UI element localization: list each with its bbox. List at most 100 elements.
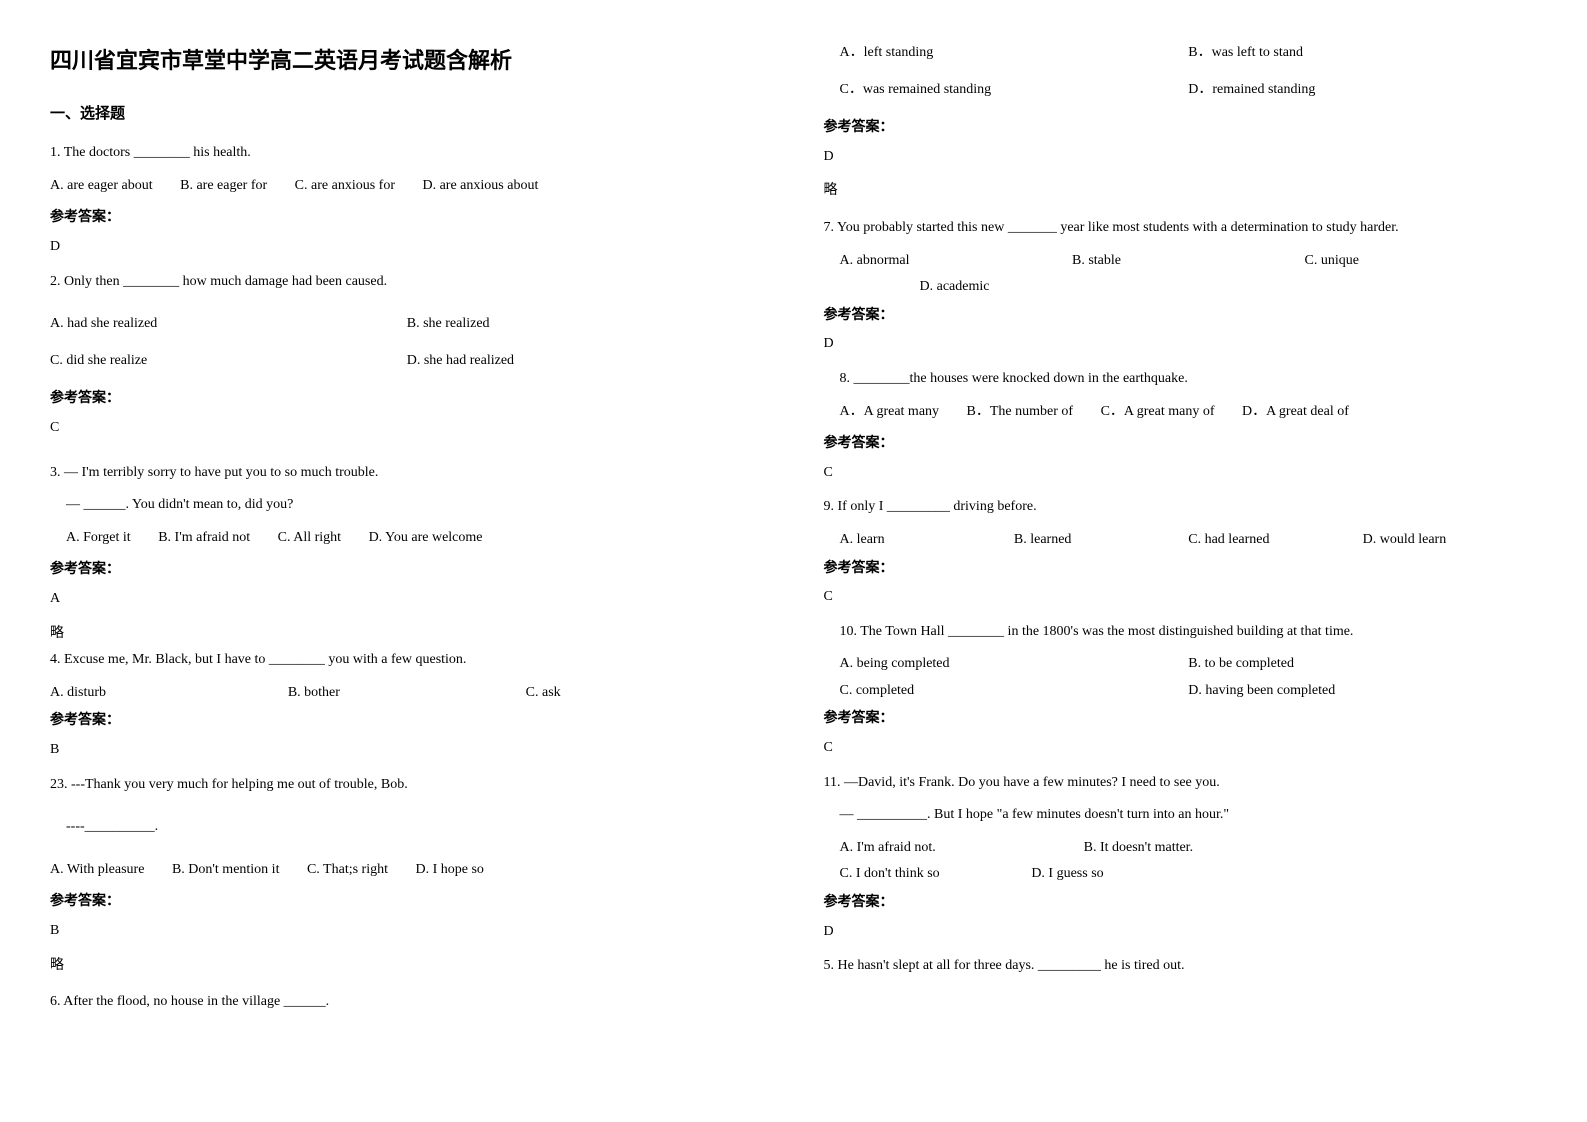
q3-answer-label: 参考答案： <box>50 557 764 584</box>
q23-omit: 略 <box>50 953 764 980</box>
q6-optD: D．remained standing <box>1188 77 1537 104</box>
q8-optA: A．A great many <box>840 404 940 419</box>
q23-optB: B. Don't mention it <box>172 862 280 877</box>
q2-optC: C. did she realize <box>50 348 407 375</box>
q6-options-row1: A．left standing B．was left to stand <box>824 40 1538 67</box>
q10-optA: A. being completed <box>840 651 1189 678</box>
q3-optC: C. All right <box>278 530 341 545</box>
q9-options: A. learn B. learned C. had learned D. wo… <box>824 527 1538 554</box>
q6-optC: C．was remained standing <box>840 77 1189 104</box>
q11-optA: A. I'm afraid not. <box>840 835 1084 862</box>
q6-omit: 略 <box>824 178 1538 205</box>
q7-optA: A. abnormal <box>840 248 1073 275</box>
q11-answer: D <box>824 919 1538 946</box>
q10-options-row2: C. completed D. having been completed <box>824 678 1538 705</box>
q1-options: A. are eager about B. are eager for C. a… <box>50 173 764 200</box>
q7-optB: B. stable <box>1072 248 1305 275</box>
q1-answer: D <box>50 234 764 261</box>
q2-optB: B. she realized <box>407 311 764 338</box>
q6-optB: B．was left to stand <box>1188 40 1537 67</box>
q8-stem: 8. ________the houses were knocked down … <box>824 366 1538 393</box>
q7-optC: C. unique <box>1305 248 1538 275</box>
q9-optB: B. learned <box>1014 527 1188 554</box>
q10-options-row1: A. being completed B. to be completed <box>824 651 1538 678</box>
q3-optA: A. Forget it <box>66 530 131 545</box>
exam-title: 四川省宜宾市草堂中学高二英语月考试题含解析 <box>50 40 764 82</box>
q9-answer: C <box>824 584 1538 611</box>
q10-optC: C. completed <box>840 678 1189 705</box>
q8-answer: C <box>824 460 1538 487</box>
q3-stem1: 3. — I'm terribly sorry to have put you … <box>50 460 764 487</box>
q3-stem2: — ______. You didn't mean to, did you? <box>50 492 764 519</box>
q2-optA: A. had she realized <box>50 311 407 338</box>
q7-optD: D. academic <box>840 274 1538 301</box>
q6-answer: D <box>824 144 1538 171</box>
q1-optC: C. are anxious for <box>295 178 395 193</box>
q10-stem: 10. The Town Hall ________ in the 1800's… <box>824 619 1538 646</box>
q23-stem: 23. ---Thank you very much for helping m… <box>50 772 764 799</box>
q8-optD: D．A great deal of <box>1242 404 1349 419</box>
q10-optB: B. to be completed <box>1188 651 1537 678</box>
q23-optA: A. With pleasure <box>50 862 144 877</box>
q3-optB: B. I'm afraid not <box>158 530 250 545</box>
q11-stem2: — __________. But I hope "a few minutes … <box>824 802 1538 829</box>
q4-optC: C. ask <box>526 680 764 707</box>
q8-answer-label: 参考答案： <box>824 431 1538 458</box>
q2-answer: C <box>50 415 764 442</box>
q3-answer: A <box>50 586 764 613</box>
q9-optA: A. learn <box>840 527 1014 554</box>
q1-optB: B. are eager for <box>180 178 267 193</box>
q23-optC: C. That;s right <box>307 862 388 877</box>
q4-optA: A. disturb <box>50 680 288 707</box>
q7-options: A. abnormal B. stable C. unique D. acade… <box>824 248 1538 301</box>
q6-answer-label: 参考答案： <box>824 115 1538 142</box>
q11-optB: B. It doesn't matter. <box>1084 835 1328 862</box>
q1-answer-label: 参考答案： <box>50 205 764 232</box>
q10-optD: D. having been completed <box>1188 678 1537 705</box>
q23-options: A. With pleasure B. Don't mention it C. … <box>50 857 764 884</box>
q10-answer-label: 参考答案： <box>824 706 1538 733</box>
q2-options-row1: A. had she realized B. she realized <box>50 311 764 338</box>
q8-options: A．A great many B．The number of C．A great… <box>824 399 1538 426</box>
q11-optC: C. I don't think so <box>840 861 1032 888</box>
q4-answer: B <box>50 737 764 764</box>
q6-optA: A．left standing <box>840 40 1189 67</box>
q11-options: A. I'm afraid not. B. It doesn't matter.… <box>824 835 1538 888</box>
q7-answer: D <box>824 331 1538 358</box>
q2-stem: 2. Only then ________ how much damage ha… <box>50 269 764 296</box>
q9-answer-label: 参考答案： <box>824 556 1538 583</box>
q23-answer-label: 参考答案： <box>50 889 764 916</box>
q23-optD: D. I hope so <box>416 862 484 877</box>
q23-answer: B <box>50 918 764 945</box>
q1-optD: D. are anxious about <box>422 178 538 193</box>
right-column: A．left standing B．was left to stand C．wa… <box>824 40 1538 1022</box>
q7-stem: 7. You probably started this new _______… <box>824 215 1538 242</box>
q1-stem: 1. The doctors ________ his health. <box>50 140 764 167</box>
q23-stem2: ----__________. <box>50 814 764 841</box>
exam-document: 四川省宜宾市草堂中学高二英语月考试题含解析 一、选择题 1. The docto… <box>50 40 1537 1022</box>
q11-answer-label: 参考答案： <box>824 890 1538 917</box>
q3-options: A. Forget it B. I'm afraid not C. All ri… <box>50 525 764 552</box>
q11-optD: D. I guess so <box>1031 861 1223 888</box>
q6-options-row2: C．was remained standing D．remained stand… <box>824 77 1538 104</box>
q9-optD: D. would learn <box>1363 527 1537 554</box>
section-one-header: 一、选择题 <box>50 100 764 129</box>
q3-omit: 略 <box>50 621 764 648</box>
q4-options: A. disturb B. bother C. ask <box>50 680 764 707</box>
q3-optD: D. You are welcome <box>369 530 483 545</box>
q4-answer-label: 参考答案： <box>50 708 764 735</box>
q2-options-row2: C. did she realize D. she had realized <box>50 348 764 375</box>
q4-stem: 4. Excuse me, Mr. Black, but I have to _… <box>50 647 764 674</box>
q11-stem1: 11. —David, it's Frank. Do you have a fe… <box>824 770 1538 797</box>
q2-answer-label: 参考答案： <box>50 386 764 413</box>
q7-answer-label: 参考答案： <box>824 303 1538 330</box>
left-column: 四川省宜宾市草堂中学高二英语月考试题含解析 一、选择题 1. The docto… <box>50 40 764 1022</box>
q10-answer: C <box>824 735 1538 762</box>
q6-stem: 6. After the flood, no house in the vill… <box>50 989 764 1016</box>
q8-optB: B．The number of <box>967 404 1074 419</box>
q4-optB: B. bother <box>288 680 526 707</box>
q8-optC: C．A great many of <box>1101 404 1215 419</box>
q1-optA: A. are eager about <box>50 178 153 193</box>
q2-optD: D. she had realized <box>407 348 764 375</box>
q5b-stem: 5. He hasn't slept at all for three days… <box>824 953 1538 980</box>
